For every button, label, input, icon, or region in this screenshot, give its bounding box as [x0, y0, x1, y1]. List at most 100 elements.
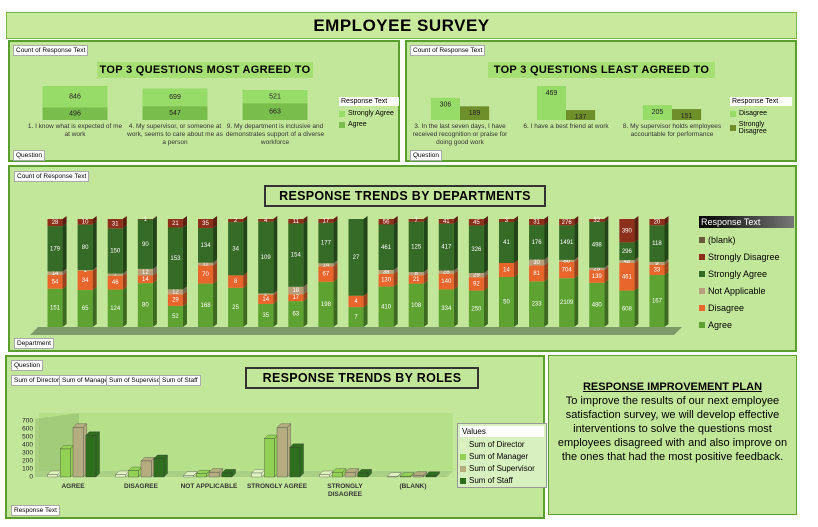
legend-entry: (blank)	[699, 235, 794, 245]
data-label: 18	[292, 288, 299, 294]
field-button[interactable]: Count of Response Text	[13, 45, 89, 56]
data-label: 3	[505, 218, 509, 224]
bar-segment	[378, 286, 394, 327]
data-label: 12	[142, 270, 149, 276]
bar-segment	[559, 259, 575, 262]
chart-title: RESPONSE TRENDS BY DEPARTMENTS	[264, 185, 546, 207]
field-button[interactable]: Question	[11, 360, 44, 371]
data-label: 124	[110, 306, 121, 312]
bar-segment	[288, 223, 304, 287]
data-label: 52	[172, 314, 179, 320]
bar-segment	[77, 270, 93, 291]
bar	[344, 472, 356, 478]
data-label: 306	[440, 102, 452, 109]
bar-side	[393, 270, 398, 287]
bar-side-shade	[152, 216, 157, 269]
legend-label: Disagree	[739, 110, 768, 117]
bar-side	[514, 219, 518, 263]
data-label: 250	[471, 306, 482, 312]
bar-side-shade	[393, 266, 398, 274]
data-label: 80	[142, 303, 149, 309]
bar-side-shade	[574, 258, 579, 279]
category-label: 1. I know what is expected of me at work	[27, 123, 123, 138]
field-button[interactable]: Sum of Manager	[59, 375, 114, 386]
bar-segment	[619, 262, 635, 291]
bar-segment	[438, 273, 454, 290]
bar-segment	[649, 219, 665, 226]
bar-side-shade	[273, 216, 278, 222]
bar-side	[574, 275, 579, 327]
bar-side	[514, 260, 518, 277]
legend-label: Sum of Manager	[469, 452, 529, 461]
bar-side-shade	[213, 216, 218, 229]
field-button[interactable]: Sum of Supervisor	[106, 375, 166, 386]
bar-segment	[77, 219, 93, 225]
bar-side-shade	[574, 256, 579, 262]
bar-segment	[198, 228, 214, 263]
bar-segment	[258, 294, 274, 304]
legend-label: Disagree	[708, 303, 745, 313]
bar-side-shade	[604, 267, 609, 283]
bar-side-shade	[574, 275, 579, 327]
bar-segment	[137, 219, 153, 220]
data-label: 65	[82, 306, 89, 312]
field-button[interactable]: Department	[14, 338, 54, 349]
legend-swatch	[339, 121, 345, 128]
data-label: 25	[593, 266, 600, 272]
bar-side-shade	[604, 279, 609, 327]
bar-segment	[198, 219, 214, 229]
data-label: 8	[234, 279, 238, 285]
field-button[interactable]: Count of Response Text	[14, 171, 90, 182]
bar-side-shade	[303, 298, 308, 327]
data-label: 154	[291, 253, 302, 259]
data-label: 334	[441, 306, 452, 312]
bar	[425, 475, 437, 478]
data-label: 496	[69, 111, 81, 118]
bar-side-shade	[514, 260, 518, 277]
field-button[interactable]: Count of Response Text	[410, 45, 486, 56]
bar-side-shade	[122, 286, 127, 327]
bar-side	[634, 259, 639, 291]
bar-side	[62, 285, 67, 327]
data-label: 151	[50, 305, 61, 311]
legend-label: Strongly Agree	[708, 269, 768, 279]
field-button[interactable]: Sum of Director	[11, 375, 63, 386]
data-label: 179	[50, 246, 61, 252]
data-label: 80	[82, 245, 89, 251]
bar	[128, 470, 139, 478]
bar-side-shade	[363, 304, 368, 327]
bar-side	[604, 218, 609, 268]
bar-segment	[142, 106, 208, 120]
bar	[264, 438, 275, 478]
bar-side-shade	[333, 278, 338, 327]
bar-side	[182, 291, 187, 306]
bar-segment	[228, 222, 244, 276]
data-label: 7	[114, 272, 118, 278]
bar-side-shade	[423, 216, 428, 222]
field-button[interactable]: Question	[13, 150, 46, 161]
bar-side-shade	[303, 216, 308, 224]
field-button[interactable]: Sum of Staff	[159, 375, 201, 386]
bar-side	[243, 272, 248, 288]
bar-side	[514, 216, 518, 222]
data-label: 7	[354, 315, 358, 321]
bar-side-shade	[122, 216, 127, 229]
bar-segment	[619, 219, 635, 243]
data-label: 480	[592, 302, 603, 308]
legend-label: Strongly Agree	[348, 110, 394, 117]
legend-swatch	[699, 322, 705, 328]
bar-side-shade	[122, 225, 127, 274]
plan-title: RESPONSE IMPROVEMENT PLAN	[582, 381, 763, 393]
bar-side-shade	[62, 223, 67, 272]
data-label: 56	[383, 219, 390, 225]
bar-side	[152, 216, 157, 220]
chart-panel: 496 846 547 699 663 521 1. I know what is expe…	[8, 40, 400, 162]
bar-segment	[228, 287, 244, 327]
field-button[interactable]: Question	[410, 150, 443, 161]
bar-side-shade	[62, 216, 67, 227]
bar-side-shade	[634, 216, 639, 243]
legend-label: Sum of Director	[469, 440, 525, 449]
data-label: 29	[172, 298, 179, 304]
category-label: 9. My department is inclusive and demons…	[225, 123, 325, 146]
field-button[interactable]: Response Text	[11, 505, 60, 516]
